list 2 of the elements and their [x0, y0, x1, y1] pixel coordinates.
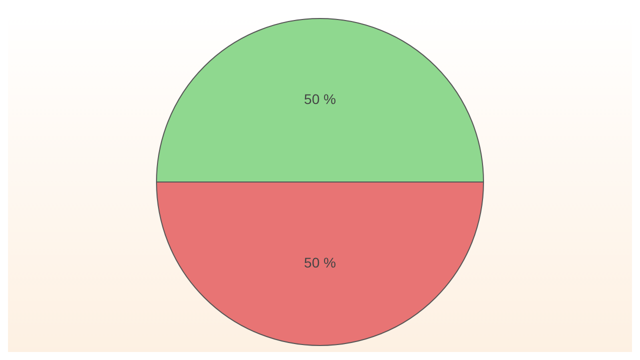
data-label: 50 %	[304, 254, 336, 271]
data-label: 50 %	[304, 91, 336, 108]
